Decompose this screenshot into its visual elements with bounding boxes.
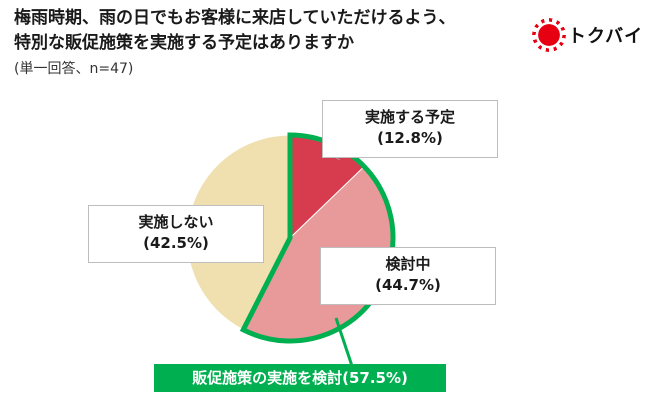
label-considering: 検討中 (44.7%) <box>320 247 496 305</box>
brand-logo: トクバイ <box>536 18 646 52</box>
label-no-value: (42.5%) <box>143 234 209 252</box>
label-considering-name: 検討中 <box>385 255 431 273</box>
label-considering-value: (44.7%) <box>375 276 441 294</box>
brand-name: トクバイ <box>568 26 644 47</box>
label-plan: 実施する予定 (12.8%) <box>322 100 498 158</box>
label-plan-name: 実施する予定 <box>364 108 455 126</box>
title-line-1: 梅雨時期、雨の日でもお客様に来店していただけるよう、 <box>14 8 456 28</box>
chart-subtitle: (単一回答、n=47) <box>14 61 134 77</box>
label-no: 実施しない (42.5%) <box>88 205 264 263</box>
callout-connector <box>334 317 354 367</box>
label-plan-value: (12.8%) <box>377 129 443 147</box>
callout-consider-total: 販促施策の実施を検討(57.5%) <box>154 364 446 392</box>
title-line-2: 特別な販促施策を実施する予定はありますか <box>14 33 354 53</box>
sun-burst-icon <box>536 22 562 48</box>
label-no-name: 実施しない <box>138 213 214 231</box>
chart-title: 梅雨時期、雨の日でもお客様に来店していただけるよう、 特別な販促施策を実施する予… <box>14 6 514 56</box>
